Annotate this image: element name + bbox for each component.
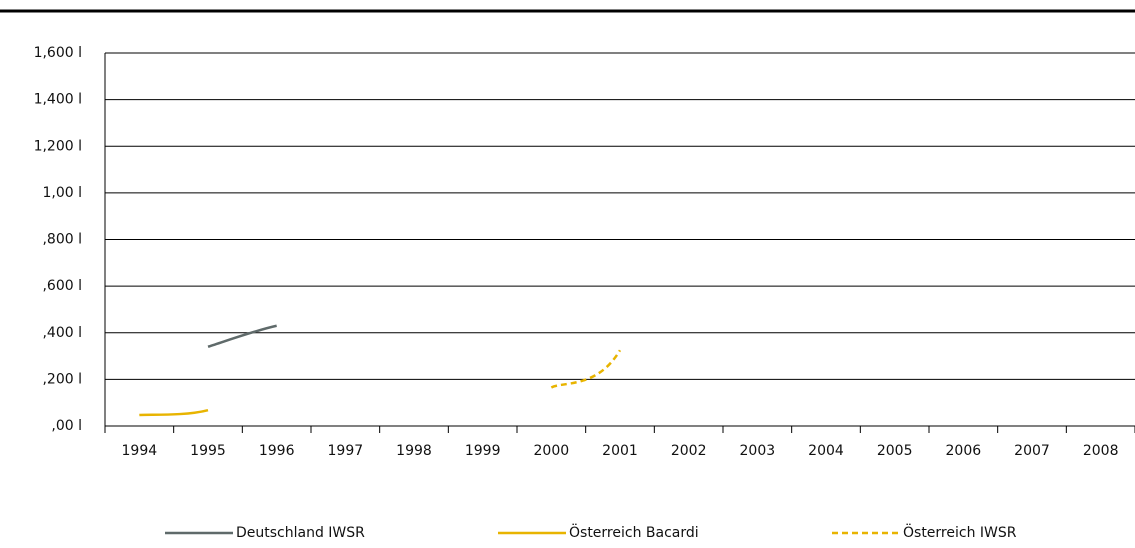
y-tick-label: 1,600 l [34,45,82,61]
x-tick-label: 2003 [740,443,776,459]
x-tick-label: 1998 [396,443,432,459]
x-tick-label: 2006 [946,443,982,459]
x-tick-label: 1999 [465,443,501,459]
x-tick-label: 2001 [602,443,638,459]
legend-label: Österreich IWSR [903,523,1017,541]
series-line [207,324,277,348]
x-tick-label: 2005 [877,443,913,459]
y-tick-label: ,200 l [42,371,82,387]
y-tick-label: 1,00 l [42,185,82,201]
y-tick-label: ,400 l [42,325,82,341]
x-tick-label: 1994 [122,443,158,459]
legend-label: Österreich Bacardi [569,523,699,541]
x-tick-label: 2000 [534,443,570,459]
x-tick-label: 2002 [671,443,707,459]
series-line [550,349,622,389]
y-tick-label: ,800 l [42,232,82,248]
legend-label: Deutschland IWSR [236,525,365,541]
y-tick-label: 1,400 l [34,92,82,108]
x-tick-label: 2008 [1083,443,1119,459]
x-tick-label: 1995 [190,443,226,459]
y-tick-label: ,600 l [42,278,82,294]
series-line [139,408,209,417]
y-tick-label: 1,200 l [34,138,82,154]
x-tick-label: 1997 [328,443,364,459]
x-tick-label: 1996 [259,443,295,459]
y-tick-label: ,00 l [51,418,82,434]
x-tick-label: 2007 [1014,443,1050,459]
x-tick-label: 2004 [808,443,844,459]
